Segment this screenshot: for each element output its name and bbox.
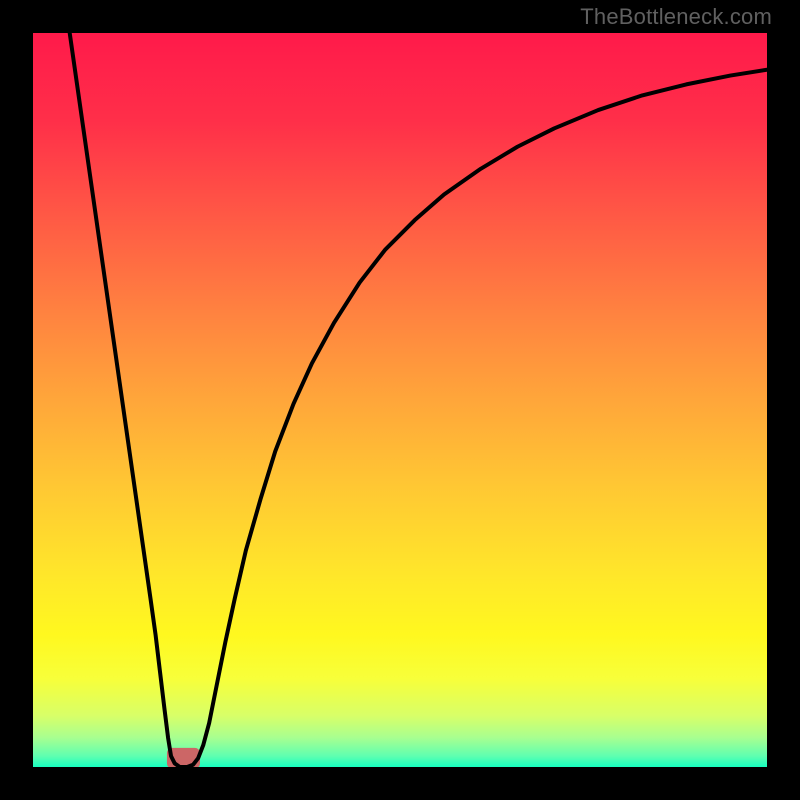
gradient-background [33, 33, 767, 767]
border-bottom [0, 767, 800, 800]
border-left [0, 0, 33, 800]
plot-svg [33, 33, 767, 767]
chart-container: TheBottleneck.com [0, 0, 800, 800]
plot-area [33, 33, 767, 767]
watermark-text: TheBottleneck.com [580, 4, 772, 30]
border-right [767, 0, 800, 800]
